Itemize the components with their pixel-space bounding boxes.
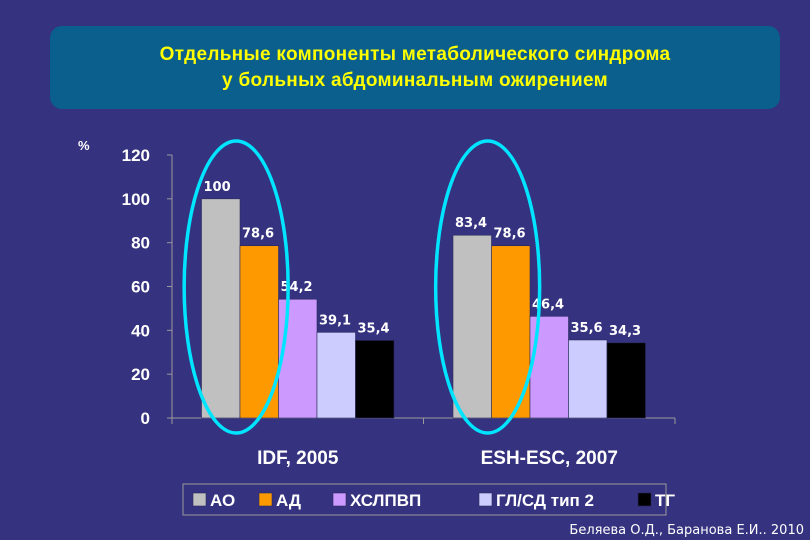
title-box: Отдельные компоненты метаболического син… — [50, 26, 780, 109]
y-axis-label: % — [78, 138, 90, 153]
bar — [452, 234, 492, 419]
bar — [606, 342, 646, 419]
bar — [278, 298, 318, 419]
legend-label: ТГ — [655, 491, 675, 510]
chart-title-line-2: у больных абдоминальным ожирением — [222, 69, 608, 91]
bar — [355, 340, 395, 419]
data-label: 34,3 — [609, 324, 641, 339]
data-label: 100 — [204, 180, 231, 195]
data-label: 46,4 — [532, 297, 564, 312]
legend-label: АО — [210, 491, 235, 510]
x-category-label: IDF, 2005 — [257, 448, 339, 469]
bar — [201, 198, 241, 419]
x-category-label: ESH-ESC, 2007 — [481, 448, 618, 469]
legend-swatch — [478, 492, 493, 507]
data-label: 54,2 — [281, 280, 313, 295]
bar — [568, 339, 608, 419]
credit-text: Беляева О.Д., Баранова Е.И.. 2010 — [569, 523, 804, 538]
legend-label: ГЛ/СД тип 2 — [496, 491, 594, 510]
legend-swatch — [332, 492, 347, 507]
y-tick-label: 60 — [131, 278, 150, 297]
data-label: 35,4 — [358, 321, 390, 336]
highlight-ellipse — [433, 139, 542, 435]
y-tick-label: 100 — [122, 190, 150, 209]
y-tick-label: 80 — [131, 234, 150, 253]
y-tick-label: 0 — [141, 409, 150, 428]
y-tick-label: 40 — [131, 321, 150, 340]
legend-swatch — [637, 492, 652, 507]
data-label: 78,6 — [242, 227, 274, 242]
data-label: 78,6 — [494, 227, 526, 242]
data-label: 35,6 — [571, 321, 603, 336]
data-label: 39,1 — [319, 313, 351, 328]
bar — [316, 332, 356, 419]
legend-swatch — [192, 492, 207, 507]
highlight-ellipse — [182, 139, 290, 435]
legend-swatch — [258, 492, 273, 507]
y-tick-label: 20 — [131, 365, 150, 384]
y-tick-label: 120 — [122, 146, 150, 165]
legend-label: ХСЛПВП — [350, 491, 421, 510]
data-label: 83,4 — [455, 216, 487, 231]
legend-label: АД — [276, 491, 301, 510]
legend-box — [182, 483, 667, 516]
chart-title-line-1: Отдельные компоненты метаболического син… — [159, 43, 671, 65]
